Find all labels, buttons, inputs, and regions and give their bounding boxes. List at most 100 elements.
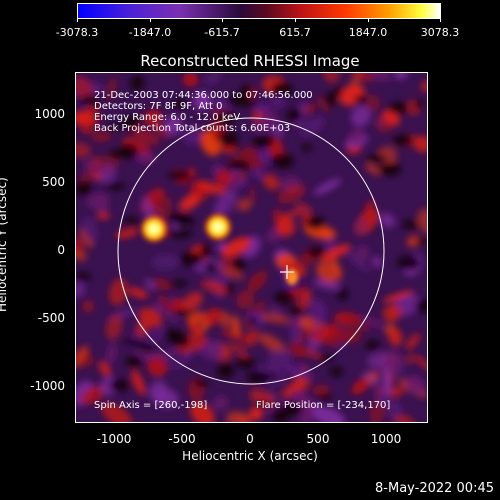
texture-blob <box>187 318 202 337</box>
texture-blob <box>355 218 367 235</box>
texture-dark-spot <box>365 340 380 351</box>
texture-blob <box>154 389 179 408</box>
texture-blob <box>96 212 111 220</box>
texture-blob <box>349 73 374 83</box>
info-spin-axis: Spin Axis = [260,-198] <box>94 400 208 411</box>
texture-dark-spot <box>76 272 91 281</box>
texture-dark-spot <box>325 91 337 107</box>
y-tick-label: 1000 <box>34 107 65 121</box>
texture-blob <box>221 237 251 258</box>
texture-dark-spot <box>168 170 191 181</box>
texture-blob <box>213 96 231 114</box>
texture-blob <box>135 151 157 165</box>
texture-blob <box>348 128 365 143</box>
info-time-range: 21-Dec-2003 07:44:36.000 to 07:46:56.000 <box>94 90 313 101</box>
texture-blob <box>405 354 416 364</box>
texture-dark-spot <box>334 86 343 97</box>
texture-blob <box>91 131 112 143</box>
texture-blob <box>312 407 346 422</box>
texture-blob <box>213 190 237 217</box>
texture-blob <box>187 311 208 324</box>
texture-blob <box>196 181 226 195</box>
texture-dark-spot <box>228 159 250 171</box>
texture-blob <box>147 356 168 377</box>
plot-title: Reconstructed RHESSI Image <box>140 52 360 70</box>
texture-blob <box>128 287 148 299</box>
texture-blob <box>362 371 380 387</box>
info-energy-range: Energy Range: 6.0 - 12.0 keV <box>94 112 241 123</box>
texture-blob <box>369 73 392 82</box>
texture-dark-spot <box>319 354 335 362</box>
texture-blob <box>131 369 146 396</box>
texture-blob <box>350 105 372 127</box>
info-method-counts: Back Projection Total counts: 6.60E+03 <box>94 123 291 134</box>
texture-dark-spot <box>125 355 143 368</box>
info-flare-position: Flare Position = [-234,170] <box>256 400 391 411</box>
texture-dark-spot <box>179 251 203 267</box>
texture-dark-spot <box>379 162 402 176</box>
texture-blob <box>204 73 223 85</box>
x-tick-label: 0 <box>246 432 254 446</box>
texture-blob <box>308 298 327 324</box>
texture-blob <box>82 300 95 313</box>
texture-dark-spot <box>216 131 240 142</box>
texture-blob <box>153 278 172 291</box>
texture-blob <box>300 116 325 137</box>
texture-blob <box>236 340 247 350</box>
texture-blob <box>281 378 311 398</box>
colorbar-tickmark <box>295 18 296 22</box>
texture-blob <box>172 298 185 313</box>
colorbar-tickmark <box>368 18 369 22</box>
texture-blob <box>83 159 105 175</box>
texture-dark-spot <box>130 75 145 91</box>
timestamp: 8-May-2022 00:45 <box>375 481 494 496</box>
texture-blob <box>179 193 201 211</box>
texture-blob <box>277 184 306 204</box>
texture-dark-spot <box>123 217 140 225</box>
texture-blob <box>282 363 314 379</box>
texture-blob <box>251 120 276 136</box>
texture-blob <box>205 307 223 325</box>
info-detectors: Detectors: 7F 8F 9F, Att 0 <box>94 101 223 112</box>
texture-dark-spot <box>289 305 304 315</box>
texture-dark-spot <box>104 183 126 190</box>
colorbar-tick-label: -615.7 <box>204 26 240 39</box>
texture-blob <box>363 199 376 229</box>
y-axis-label: Heliocentric Y (arcsec) <box>0 177 9 312</box>
texture-blob <box>270 94 286 109</box>
x-tick-label: 1000 <box>370 432 402 446</box>
texture-blob <box>236 290 255 309</box>
texture-blob <box>414 355 427 373</box>
colorbar-tick-label: 1847.0 <box>348 26 388 39</box>
texture-blob <box>101 403 132 422</box>
texture-dark-spot <box>173 309 194 316</box>
texture-blob <box>105 314 123 341</box>
colorbar-tick-label: 3078.3 <box>420 26 460 39</box>
colorbar-tick-label: -3078.3 <box>55 26 99 39</box>
texture-blob <box>225 200 234 215</box>
texture-blob <box>275 217 296 237</box>
texture-blob <box>421 80 427 92</box>
colorbar-tickmark <box>440 18 441 22</box>
texture-dark-spot <box>194 380 210 387</box>
texture-dark-spot <box>281 402 304 417</box>
colorbar-tickmark <box>77 18 78 22</box>
texture-dark-spot <box>248 317 257 326</box>
texture-dark-spot <box>109 378 130 392</box>
texture-blob <box>98 360 111 377</box>
y-tick-label: 500 <box>42 175 65 189</box>
texture-blob <box>382 110 400 126</box>
colorbar-tickmark <box>150 18 151 22</box>
texture-dark-spot <box>240 84 252 98</box>
bright-sources <box>139 212 298 285</box>
texture-blob <box>157 295 175 313</box>
texture-blob <box>190 402 215 422</box>
texture-blob <box>182 291 203 312</box>
texture-blob <box>106 343 117 363</box>
texture-dark-spot <box>366 154 388 163</box>
bright-source <box>139 214 169 244</box>
texture-dark-spot <box>415 299 427 313</box>
texture-blob <box>76 281 85 298</box>
texture-dark-spot <box>232 257 246 272</box>
texture-dark-spot <box>415 237 427 245</box>
